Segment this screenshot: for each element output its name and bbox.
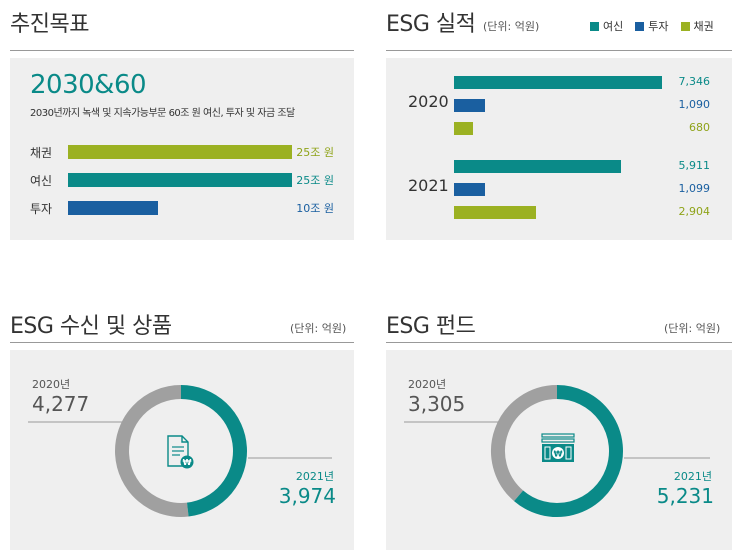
target-bar-label: 여신: [30, 174, 53, 188]
legend-swatch-invest: [635, 21, 645, 31]
performance-bar: [454, 183, 486, 196]
svg-text:₩: ₩: [183, 458, 192, 467]
deposit-slice-2021: [180, 385, 247, 517]
performance-bar: [454, 160, 622, 173]
target-bar: [68, 145, 292, 159]
fund-2020-label: 2020년: [408, 378, 447, 391]
deposit-divider: [10, 342, 354, 343]
performance-year-label: 2020: [408, 92, 449, 111]
legend-item-loan: 여신: [590, 18, 623, 34]
deposit-2020-value: 4,277: [32, 392, 90, 416]
performance-bar: [454, 99, 485, 112]
legend-label-bond: 채권: [693, 20, 714, 33]
performance-unit: (단위: 억원): [483, 20, 540, 33]
target-bar: [68, 201, 158, 215]
performance-divider: [386, 50, 732, 51]
banknote-won-icon: ₩: [541, 433, 575, 462]
legend-item-invest: 투자: [635, 18, 669, 34]
target-bar-label: 투자: [30, 202, 53, 216]
legend-item-bond: 채권: [680, 18, 714, 34]
fund-donut-chart: ₩: [404, 385, 710, 517]
deposit-panel: ₩ 2020년 4,277 2021년 3,974: [10, 350, 354, 550]
legend-label-invest: 투자: [648, 20, 669, 33]
deposit-2021-value: 3,974: [278, 484, 336, 508]
fund-divider: [386, 342, 732, 343]
performance-bar-value: 7,346: [678, 75, 711, 88]
performance-legend: 여신 투자 채권: [590, 18, 714, 34]
performance-panel: 2020 7,346 1,090 680 2021 5,911 1,099 2,904: [386, 58, 732, 240]
deposit-2021-label: 2021년: [295, 470, 334, 483]
performance-bar: [454, 206, 537, 219]
performance-year-label: 2021: [408, 176, 449, 195]
target-panel: 2030&60 2030년까지 녹색 및 지속가능부문 60조 원 여신, 투자…: [10, 58, 354, 240]
deposit-2020-label: 2020년: [32, 378, 71, 391]
target-title: 추진목표: [10, 12, 89, 37]
target-bar-value: 25조 원: [296, 146, 334, 159]
deposit-donut-chart: ₩: [28, 385, 332, 517]
fund-unit: (단위: 억원): [664, 322, 721, 335]
fund-title: ESG 펀드: [386, 314, 476, 339]
deposit-title: ESG 수신 및 상품: [10, 314, 172, 339]
target-headline: 2030&60: [30, 70, 147, 100]
target-bar-label: 채권: [30, 146, 53, 160]
fund-panel: ₩ 2020년 3,305 2021년 5,231: [386, 350, 732, 550]
performance-bar: [454, 122, 474, 135]
document-won-icon: ₩: [167, 435, 194, 469]
fund-slice-2020: [491, 385, 558, 502]
svg-text:₩: ₩: [554, 450, 563, 459]
performance-bar-value: 1,099: [678, 182, 711, 195]
legend-swatch-loan: [590, 21, 599, 31]
target-bar: [68, 173, 292, 187]
performance-bar-value: 2,904: [678, 205, 711, 218]
legend-label-loan: 여신: [603, 20, 624, 33]
deposit-unit: (단위: 억원): [290, 322, 347, 335]
legend-swatch-bond: [680, 21, 690, 31]
performance-bar-value: 680: [689, 121, 710, 134]
performance-bar-value: 1,090: [678, 98, 711, 111]
deposit-slice-2020: [115, 385, 189, 517]
fund-2021-label: 2021년: [673, 470, 712, 483]
fund-2020-value: 3,305: [408, 392, 466, 416]
target-bar-value: 10조 원: [296, 202, 334, 215]
fund-2021-value: 5,231: [656, 484, 714, 508]
performance-bar: [454, 76, 662, 89]
fund-slice-2021: [514, 385, 623, 517]
target-divider: [10, 50, 354, 51]
performance-bar-value: 5,911: [678, 159, 711, 172]
target-bar-value: 25조 원: [296, 174, 334, 187]
performance-title: ESG 실적: [386, 12, 476, 37]
target-description: 2030년까지 녹색 및 지속가능부문 60조 원 여신, 투자 및 자금 조달: [30, 108, 295, 119]
